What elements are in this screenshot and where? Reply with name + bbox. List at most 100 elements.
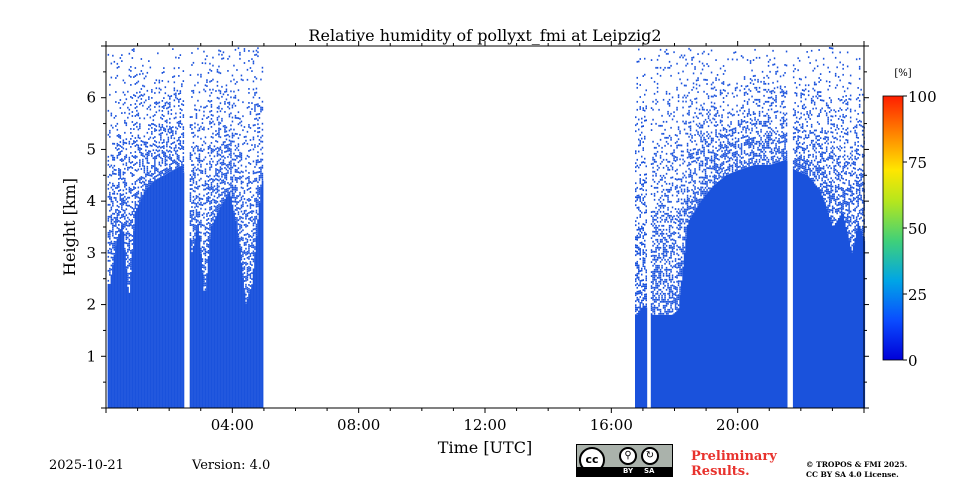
data-speckle (200, 163, 202, 166)
data-speckle (700, 176, 702, 179)
data-speckle (130, 192, 132, 194)
data-speckle (770, 138, 773, 141)
data-speckle (154, 160, 156, 162)
data-speckle (175, 112, 177, 115)
data-speckle (676, 86, 678, 89)
data-speckle (719, 105, 722, 108)
data-speckle (197, 99, 199, 102)
data-speckle (124, 225, 126, 228)
data-speckle (721, 156, 723, 159)
data-speckle (653, 214, 656, 217)
data-speckle (665, 172, 668, 175)
data-speckle (658, 272, 660, 275)
data-speckle (722, 109, 725, 111)
data-speckle (679, 212, 681, 215)
data-speckle (635, 308, 637, 311)
data-speckle (239, 217, 241, 220)
data-speckle (139, 137, 141, 140)
data-speckle (636, 292, 638, 295)
data-speckle (764, 138, 767, 141)
data-speckle (713, 114, 716, 117)
data-speckle (713, 106, 716, 109)
data-column (800, 172, 803, 408)
data-speckle (644, 195, 646, 198)
data-speckle (242, 263, 244, 266)
data-speckle (792, 136, 795, 139)
data-speckle (740, 137, 743, 139)
data-speckle (116, 226, 119, 229)
data-speckle (715, 169, 717, 171)
data-speckle (234, 170, 237, 173)
data-speckle (239, 121, 241, 124)
data-speckle (148, 182, 150, 184)
data-speckle (661, 300, 663, 303)
data-speckle (636, 100, 638, 103)
data-speckle (248, 200, 250, 202)
data-column (243, 292, 246, 408)
data-speckle (140, 176, 143, 178)
data-speckle (122, 141, 125, 144)
data-speckle (641, 183, 643, 186)
data-speckle (248, 246, 250, 248)
data-speckle (733, 131, 735, 134)
data-speckle (645, 193, 647, 196)
data-speckle (653, 312, 656, 315)
data-speckle (191, 248, 193, 250)
data-speckle (109, 271, 111, 274)
data-speckle (792, 76, 795, 79)
data-speckle (704, 158, 707, 161)
data-speckle (119, 197, 122, 199)
data-speckle (146, 145, 149, 148)
data-speckle (194, 186, 196, 189)
data-speckle (194, 176, 196, 179)
data-speckle (773, 149, 776, 152)
data-speckle (658, 144, 660, 147)
data-speckle (233, 164, 235, 167)
data-speckle (127, 230, 129, 233)
data-speckle (679, 178, 681, 181)
data-speckle (800, 154, 802, 157)
data-speckle (736, 94, 738, 97)
data-speckle (134, 193, 137, 195)
data-speckle (225, 146, 228, 149)
data-speckle (166, 133, 168, 136)
data-speckle (680, 256, 683, 259)
data-speckle (161, 160, 164, 162)
data-speckle (636, 194, 638, 197)
data-speckle (697, 91, 699, 93)
data-speckle (192, 177, 195, 180)
data-speckle (804, 118, 807, 121)
data-speckle (761, 144, 764, 147)
data-speckle (743, 100, 746, 102)
data-speckle (230, 148, 232, 151)
data-speckle (116, 192, 119, 195)
data-speckle (715, 107, 717, 109)
data-speckle (713, 108, 716, 111)
data-speckle (758, 86, 761, 89)
data-speckle (801, 105, 804, 107)
data-speckle (707, 167, 710, 170)
data-speckle (772, 139, 774, 142)
data-speckle (658, 302, 660, 305)
data-column (246, 298, 249, 408)
data-speckle (192, 169, 195, 172)
data-speckle (806, 145, 808, 147)
data-speckle (167, 150, 170, 153)
data-speckle (635, 190, 637, 193)
data-speckle (754, 48, 756, 51)
data-column (228, 191, 231, 408)
data-speckle (782, 156, 785, 159)
data-speckle (685, 170, 687, 173)
data-column (261, 180, 264, 408)
data-speckle (710, 159, 713, 162)
data-speckle (652, 250, 654, 253)
data-speckle (125, 214, 128, 217)
data-speckle (688, 151, 690, 154)
data-speckle (652, 210, 654, 213)
data-speckle (206, 193, 208, 195)
data-speckle (727, 156, 729, 159)
data-speckle (721, 124, 723, 127)
data-speckle (665, 254, 668, 257)
data-speckle (131, 97, 134, 99)
data-speckle (645, 173, 647, 176)
